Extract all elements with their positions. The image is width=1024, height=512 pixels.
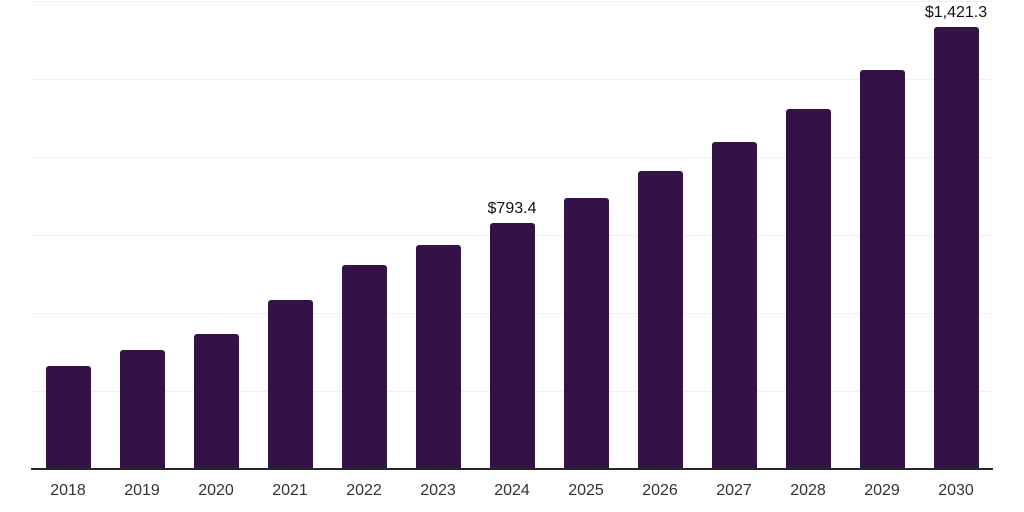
x-tick-2021: 2021 (272, 482, 308, 499)
bar-2030 (933, 26, 979, 470)
bar-2024 (489, 222, 535, 470)
bar-slot-2025 (549, 0, 623, 470)
x-axis-line (31, 468, 993, 470)
x-tick-2018: 2018 (50, 482, 86, 499)
x-tick-2030: 2030 (938, 482, 974, 499)
gridline-1250 (31, 79, 993, 80)
bar-slot-2028 (771, 0, 845, 470)
bar-2023 (415, 245, 461, 470)
bar-slot-2022 (327, 0, 401, 470)
x-tick-2023: 2023 (420, 482, 456, 499)
x-tick-2029: 2029 (864, 482, 900, 499)
bar-slot-2020 (179, 0, 253, 470)
bar-value-label-2024: $793.4 (487, 199, 537, 217)
bar-value-label-2030: $1,421.3 (924, 3, 988, 21)
x-tick-2026: 2026 (642, 482, 678, 499)
bar-slot-2024: $793.4 (475, 0, 549, 470)
x-tick-2020: 2020 (198, 482, 234, 499)
bar-2026 (637, 171, 683, 470)
x-axis-ticks: 2018 2019 2020 2021 2022 2023 2024 2025 2026 2027… (31, 482, 993, 500)
bar-2027 (711, 141, 757, 470)
x-tick-2022: 2022 (346, 482, 382, 499)
bar-slot-2027 (697, 0, 771, 470)
x-tick-2025: 2025 (568, 482, 604, 499)
x-tick-2019: 2019 (124, 482, 160, 499)
bar-slot-2029 (845, 0, 919, 470)
bar-slot-2019 (105, 0, 179, 470)
bar-slot-2021 (253, 0, 327, 470)
bar-2021 (267, 300, 313, 470)
bar-2019 (119, 350, 165, 470)
bars: $793.4 $1,421.3 (31, 0, 993, 470)
bar-slot-2018 (31, 0, 105, 470)
bar-2028 (785, 108, 831, 470)
x-tick-2024: 2024 (494, 482, 530, 499)
gridline-1500 (31, 1, 993, 2)
bar-2022 (341, 265, 387, 470)
x-tick-2028: 2028 (790, 482, 826, 499)
bar-2018 (45, 366, 91, 470)
plot-area: $793.4 $1,421.3 (31, 0, 993, 470)
bar-2025 (563, 198, 609, 470)
bar-slot-2023 (401, 0, 475, 470)
bar-slot-2026 (623, 0, 697, 470)
bar-2029 (859, 70, 905, 470)
gridline-1000 (31, 157, 993, 158)
bar-slot-2030: $1,421.3 (919, 0, 993, 470)
x-tick-2027: 2027 (716, 482, 752, 499)
bar-2020 (193, 334, 239, 470)
